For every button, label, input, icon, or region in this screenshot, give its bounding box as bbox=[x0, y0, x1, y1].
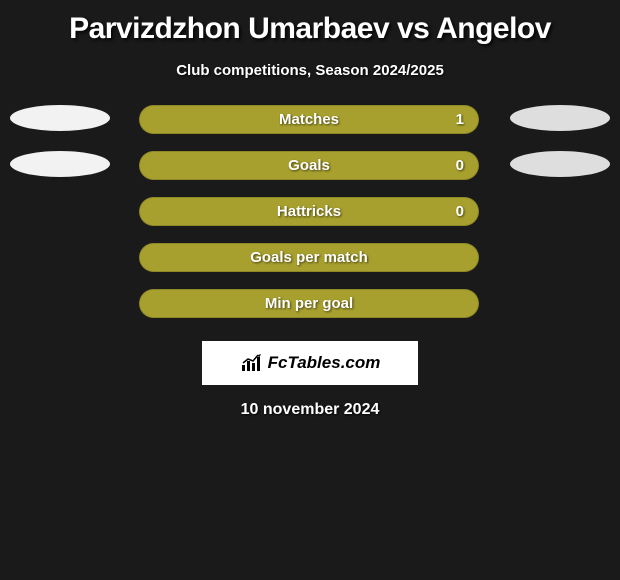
stat-rows: Matches 1 Goals 0 Hattricks 0 Goals per match M… bbox=[0, 105, 620, 335]
stat-row: Min per goal bbox=[0, 289, 620, 335]
logo-box: FcTables.com bbox=[202, 341, 418, 385]
date-text: 10 november 2024 bbox=[0, 401, 620, 419]
subtitle: Club competitions, Season 2024/2025 bbox=[0, 62, 620, 79]
stat-label: Matches bbox=[279, 111, 339, 128]
left-ellipse bbox=[10, 105, 110, 131]
stat-label: Goals bbox=[288, 157, 330, 174]
right-ellipse bbox=[510, 151, 610, 177]
stat-bar: Matches 1 bbox=[139, 105, 479, 134]
stat-bar: Goals 0 bbox=[139, 151, 479, 180]
stat-bar: Min per goal bbox=[139, 289, 479, 318]
stat-row: Hattricks 0 bbox=[0, 197, 620, 243]
stat-value: 0 bbox=[456, 203, 464, 220]
right-ellipse bbox=[510, 105, 610, 131]
stat-label: Hattricks bbox=[277, 203, 341, 220]
stat-row: Matches 1 bbox=[0, 105, 620, 151]
page-title: Parvizdzhon Umarbaev vs Angelov bbox=[0, 0, 620, 46]
stat-row: Goals per match bbox=[0, 243, 620, 289]
stat-value: 0 bbox=[456, 157, 464, 174]
comparison-infographic: Parvizdzhon Umarbaev vs Angelov Club com… bbox=[0, 0, 620, 580]
stat-row: Goals 0 bbox=[0, 151, 620, 197]
logo: FcTables.com bbox=[240, 353, 381, 373]
stat-label: Min per goal bbox=[265, 295, 353, 312]
stat-bar: Goals per match bbox=[139, 243, 479, 272]
stat-bar: Hattricks 0 bbox=[139, 197, 479, 226]
logo-text: FcTables.com bbox=[268, 353, 381, 373]
stat-label: Goals per match bbox=[250, 249, 368, 266]
chart-icon bbox=[240, 353, 264, 373]
stat-value: 1 bbox=[456, 111, 464, 128]
left-ellipse bbox=[10, 151, 110, 177]
